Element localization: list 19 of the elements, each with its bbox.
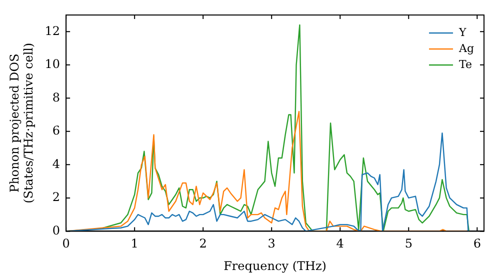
- x-tick-label: 3: [268, 236, 276, 251]
- y-tick-label: 0: [52, 223, 60, 238]
- x-tick-label: 5: [404, 236, 412, 251]
- y-tick-label: 2: [52, 190, 60, 204]
- legend-label: Ag: [458, 42, 474, 55]
- y-tick-label: 6: [52, 124, 60, 138]
- x-tick-label: 2: [199, 236, 207, 251]
- y-tick-label: 4: [52, 156, 60, 171]
- y-tick-label: 12: [44, 24, 60, 38]
- y-tick-label: 8: [52, 90, 60, 104]
- legend-label: Te: [459, 58, 472, 71]
- x-tick-label: 4: [336, 236, 344, 251]
- x-axis-title: Frequency (THz): [224, 258, 326, 273]
- legend-label: Y: [458, 26, 468, 39]
- x-tick-label: 6: [473, 236, 481, 251]
- y-tick-label: 10: [44, 57, 60, 72]
- y-axis-title: Phonon projected DOS (States/THz·primitive cell): [7, 42, 36, 204]
- x-tick-label: 1: [130, 236, 138, 251]
- x-tick-label: 0: [62, 236, 70, 251]
